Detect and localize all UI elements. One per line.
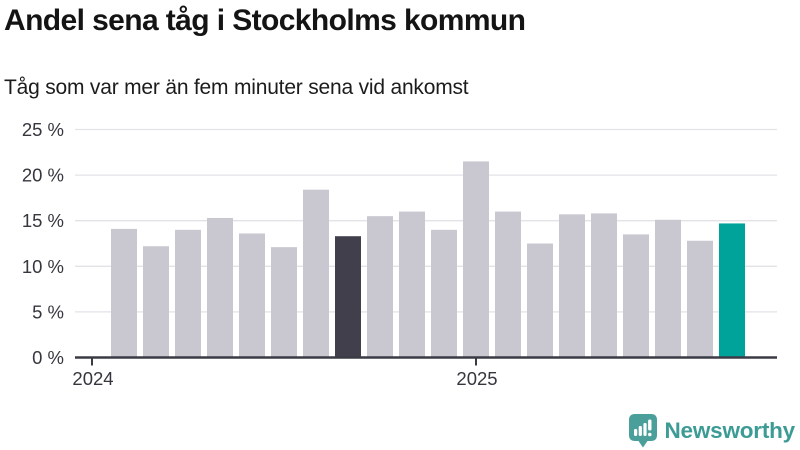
bar [431, 229, 457, 358]
bar [495, 211, 521, 358]
bar [591, 213, 617, 358]
logo-bubble-shape [629, 414, 658, 448]
branding: Newsworthy [629, 414, 795, 448]
bar [463, 161, 489, 358]
chart-subtitle: Tåg som var mer än fem minuter sena vid … [4, 76, 469, 99]
bar [399, 211, 425, 358]
y-tick-label: 20 % [22, 165, 64, 186]
bar [719, 223, 745, 358]
y-tick-label: 15 % [22, 210, 64, 231]
bar [143, 246, 169, 358]
bar [207, 217, 233, 358]
y-tick-label: 10 % [22, 256, 64, 277]
bar [687, 240, 713, 358]
bar [239, 233, 265, 358]
chart-title: Andel sena tåg i Stockholms kommun [4, 4, 526, 37]
bar [175, 229, 201, 358]
bar [623, 234, 649, 358]
bar [655, 219, 681, 358]
logo-bars-glyph [634, 419, 652, 437]
bar [335, 236, 361, 358]
bar [367, 216, 393, 358]
y-tick-label: 25 % [22, 119, 64, 140]
bar [303, 189, 329, 358]
bar [111, 228, 137, 358]
bar [559, 214, 585, 358]
y-tick-label: 0 % [32, 347, 64, 368]
bar [527, 243, 553, 358]
newsworthy-logo-icon [629, 414, 658, 448]
bar [271, 247, 297, 358]
x-tick-label: 2025 [456, 368, 497, 389]
bar-chart: 0 % 5 % 10 % 15 % 20 % 25 % 2024 2025 [22, 119, 777, 389]
brand-name: Newsworthy [664, 418, 795, 443]
y-tick-label: 5 % [32, 301, 64, 322]
x-tick-label: 2024 [72, 368, 113, 389]
